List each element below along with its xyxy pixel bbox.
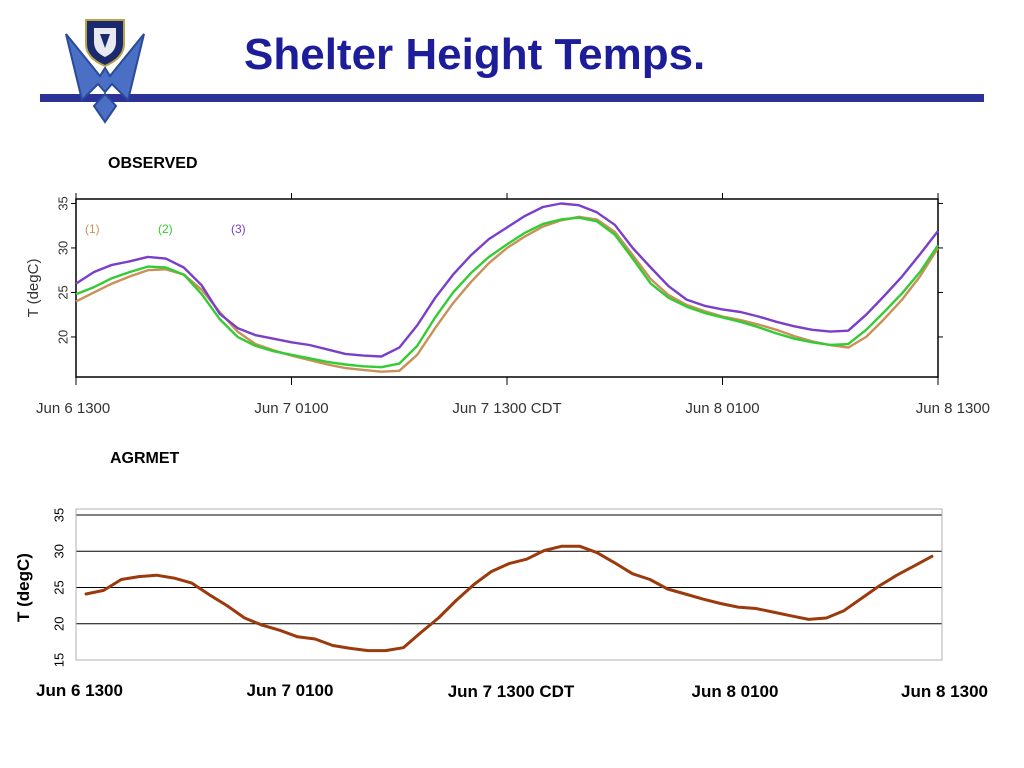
- y-tick-label: 20: [55, 330, 70, 344]
- title-underline: [40, 94, 984, 102]
- plot-frame: [75, 198, 939, 378]
- x-tick-label: Jun 6 1300: [36, 400, 110, 417]
- y-tick-label: 30: [55, 241, 70, 255]
- x-tick-label: Jun 8 1300: [901, 682, 988, 701]
- series-line-1: [84, 544, 934, 653]
- y-tick-label: 25: [51, 580, 66, 594]
- y-axis-label: T (degC): [14, 553, 33, 622]
- air-force-wings-shield-icon: [65, 19, 145, 124]
- x-tick-label: Jun 8 1300: [916, 400, 990, 417]
- y-axis-label: T (degC): [25, 259, 42, 318]
- x-tick-label: Jun 7 0100: [247, 681, 334, 700]
- observed-chart-title: OBSERVED: [108, 155, 198, 172]
- legend-entry-1: (1): [85, 222, 100, 236]
- y-tick-label: 20: [51, 617, 66, 631]
- x-tick-label: Jun 8 0100: [685, 400, 759, 417]
- x-tick-label: Jun 7 0100: [254, 400, 328, 417]
- agrmet-chart-title: AGRMET: [110, 450, 180, 467]
- series-line-1: [75, 215, 940, 373]
- x-tick-label: Jun 7 1300 CDT: [448, 682, 575, 701]
- y-tick-label: 15: [51, 653, 66, 667]
- x-tick-label: Jun 7 1300 CDT: [452, 400, 561, 417]
- series-line-2: [75, 216, 939, 369]
- y-tick-label: 35: [55, 196, 70, 210]
- y-tick-label: 25: [55, 285, 70, 299]
- slide-title: Shelter Height Temps.: [244, 30, 706, 79]
- legend-entry-2: (2): [158, 222, 173, 236]
- series-line-3: [75, 202, 939, 358]
- y-tick-label: 35: [51, 508, 66, 522]
- x-tick-label: Jun 8 0100: [692, 682, 779, 701]
- y-tick-label: 30: [51, 544, 66, 558]
- plot-frame: [75, 508, 943, 661]
- x-tick-label: Jun 6 1300: [36, 681, 123, 700]
- legend-entry-3: (3): [231, 222, 246, 236]
